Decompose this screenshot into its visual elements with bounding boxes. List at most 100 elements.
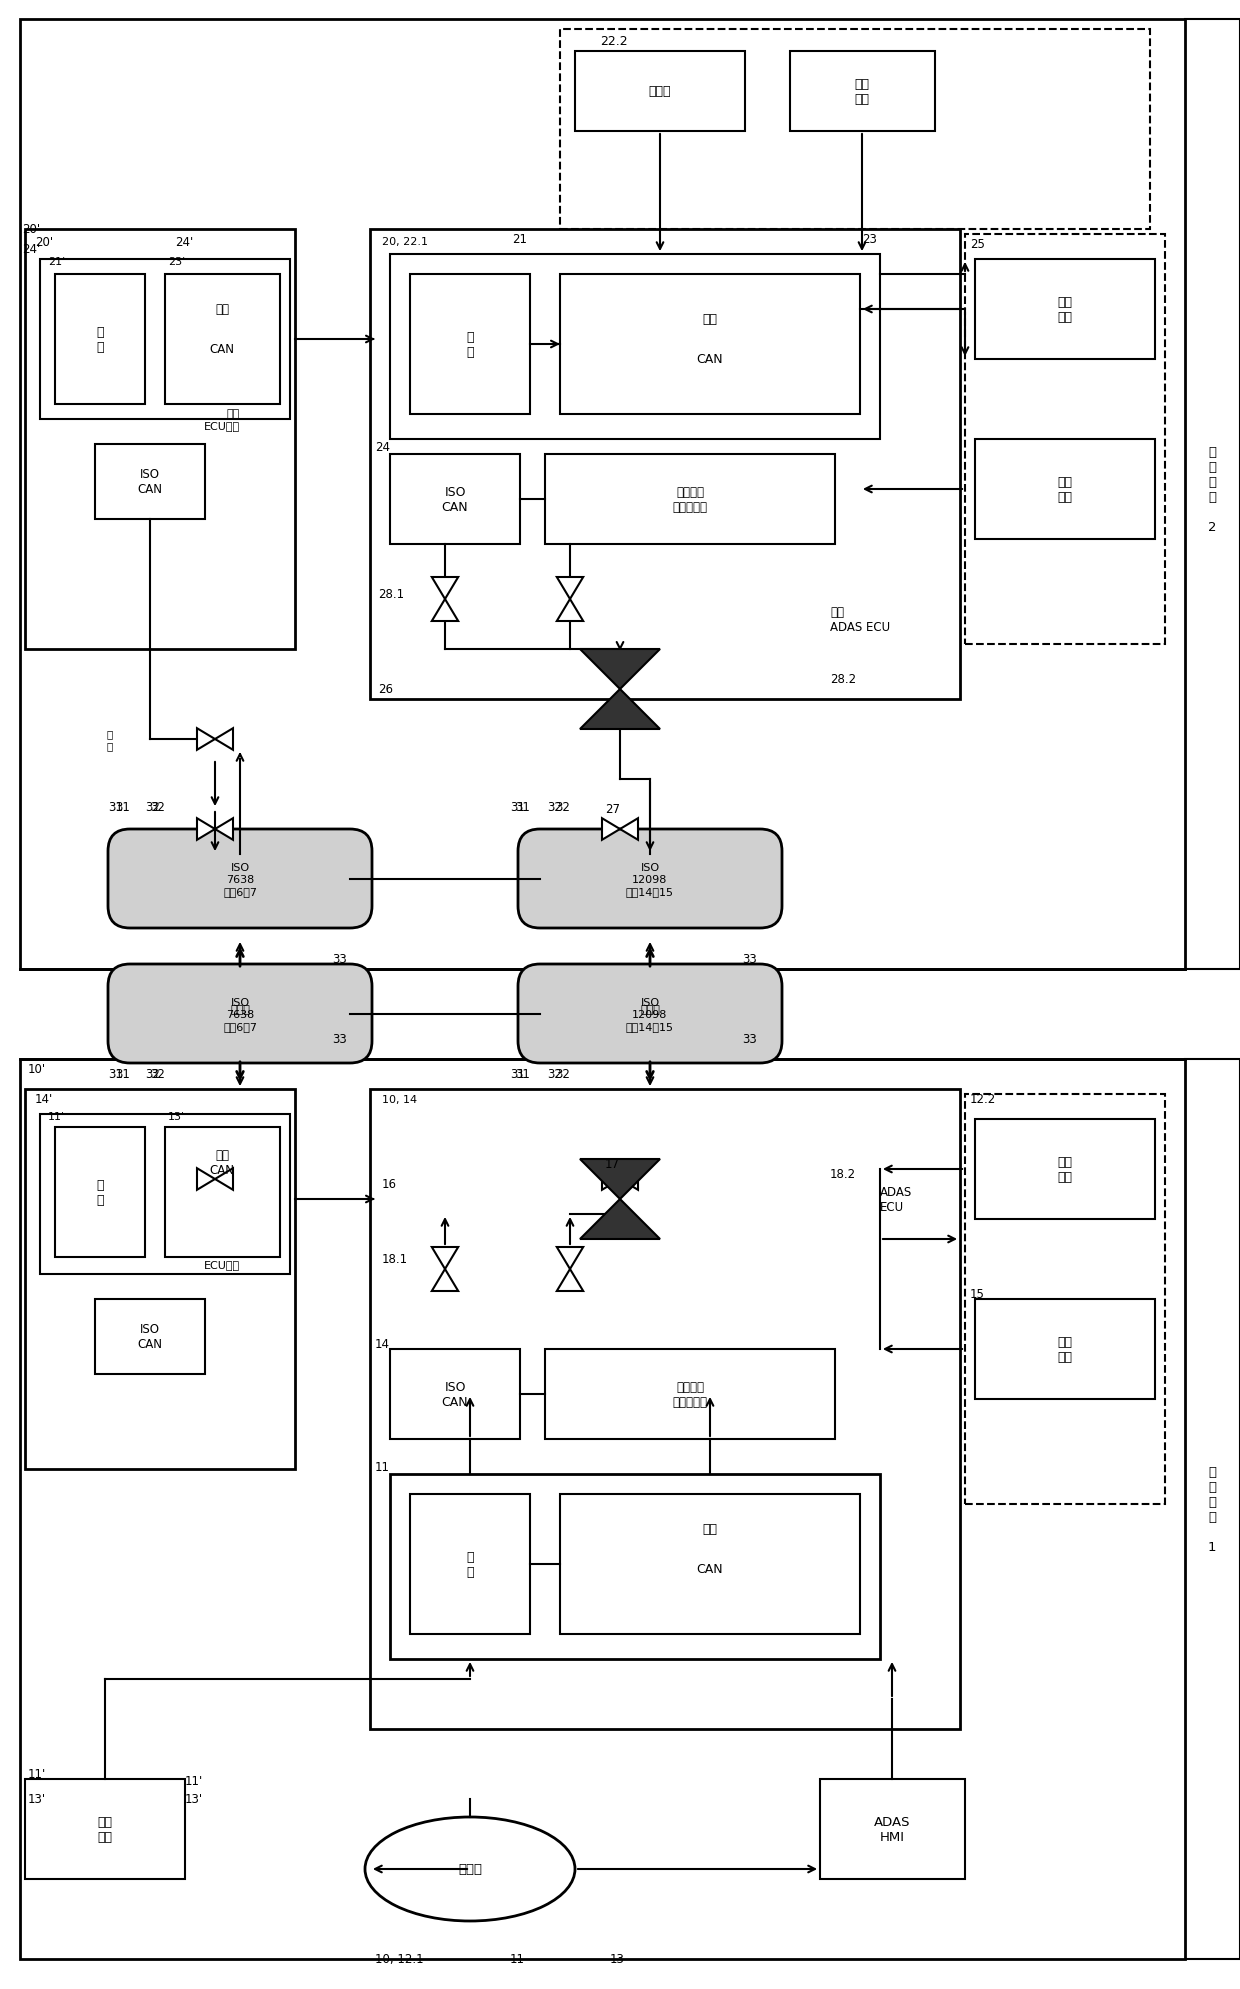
Polygon shape	[580, 1160, 660, 1199]
Text: 32: 32	[150, 1068, 165, 1080]
Bar	[370, 1090, 960, 1728]
Text: ADAS
HMI: ADAS HMI	[874, 1816, 910, 1844]
Polygon shape	[620, 819, 639, 841]
Text: 20': 20'	[35, 237, 53, 249]
Bar	[1185, 1060, 1240, 1959]
Text: 双绞线: 双绞线	[640, 1004, 660, 1014]
Text: 31: 31	[515, 802, 529, 814]
Text: 24': 24'	[175, 237, 193, 249]
Text: 32: 32	[145, 1068, 160, 1080]
Bar	[40, 1114, 290, 1275]
Text: 监
控: 监 控	[466, 330, 474, 358]
Polygon shape	[432, 601, 459, 623]
Text: 10': 10'	[29, 1062, 46, 1076]
Bar	[975, 1120, 1154, 1219]
Text: 32: 32	[150, 802, 165, 814]
Text: 双绞线: 双绞线	[231, 1004, 250, 1014]
Text: 32: 32	[547, 802, 562, 814]
Bar	[165, 1128, 280, 1257]
Polygon shape	[580, 690, 660, 730]
Polygon shape	[557, 601, 583, 623]
Polygon shape	[601, 1170, 620, 1189]
Text: 车辆: 车辆	[703, 1524, 718, 1536]
Text: 前方
相机: 前方 相机	[98, 1816, 113, 1844]
Polygon shape	[601, 819, 620, 841]
Bar	[20, 20, 1185, 969]
Text: 11': 11'	[185, 1774, 203, 1788]
Text: 21': 21'	[48, 257, 66, 267]
Polygon shape	[580, 1199, 660, 1239]
Text: 监
控: 监 控	[97, 1177, 104, 1207]
FancyBboxPatch shape	[518, 829, 782, 929]
Bar	[965, 235, 1166, 644]
Text: 12.2: 12.2	[970, 1092, 996, 1106]
Bar	[560, 274, 861, 416]
Bar	[410, 274, 529, 416]
Text: ISO
7638
引脚6和7: ISO 7638 引脚6和7	[223, 863, 257, 897]
Text: 13': 13'	[29, 1792, 46, 1806]
Text: 22.2: 22.2	[600, 36, 627, 48]
Bar	[370, 231, 960, 700]
Text: 20': 20'	[22, 223, 40, 237]
Text: 27: 27	[605, 804, 620, 815]
Polygon shape	[197, 728, 215, 750]
Polygon shape	[432, 577, 459, 601]
Text: 18.1: 18.1	[382, 1253, 408, 1265]
Text: 牵
引
车
辆

1: 牵 引 车 辆 1	[1208, 1466, 1216, 1553]
FancyBboxPatch shape	[518, 965, 782, 1064]
Text: ISO
7638
引脚6和7: ISO 7638 引脚6和7	[223, 998, 257, 1030]
Text: 31: 31	[515, 1068, 529, 1080]
Bar	[391, 1474, 880, 1659]
Text: 配
对: 配 对	[107, 728, 113, 750]
Text: 17: 17	[605, 1158, 620, 1172]
Bar	[546, 455, 835, 545]
Polygon shape	[557, 577, 583, 601]
Text: 25: 25	[970, 239, 985, 251]
Text: 18.2: 18.2	[830, 1168, 856, 1181]
Text: 31: 31	[115, 1068, 130, 1080]
Text: 21: 21	[512, 233, 527, 247]
Text: 右侧
相机: 右侧 相机	[1058, 1156, 1073, 1183]
Bar	[546, 1349, 835, 1440]
Text: 挂车
ECU制动: 挂车 ECU制动	[203, 410, 241, 430]
Polygon shape	[215, 728, 233, 750]
Text: ISO
CAN: ISO CAN	[441, 485, 469, 513]
Text: 31: 31	[108, 1068, 123, 1080]
Polygon shape	[215, 1170, 233, 1189]
Text: 监
控: 监 控	[466, 1549, 474, 1577]
Text: ISO
CAN: ISO CAN	[138, 1323, 162, 1351]
Ellipse shape	[365, 1818, 575, 1921]
Text: 32: 32	[547, 1068, 562, 1080]
Text: 20, 22.1: 20, 22.1	[382, 237, 428, 247]
Text: ISO
12098
引脚14和15: ISO 12098 引脚14和15	[626, 998, 675, 1030]
Text: 24: 24	[374, 442, 391, 453]
Text: 扩展: 扩展	[215, 304, 229, 316]
Bar	[410, 1494, 529, 1635]
Bar	[95, 446, 205, 519]
Text: ISO
CAN: ISO CAN	[441, 1380, 469, 1408]
Text: 26: 26	[378, 682, 393, 696]
Text: 驾驶员: 驾驶员	[458, 1862, 482, 1876]
Text: 33: 33	[743, 953, 758, 967]
Text: 后方
相机: 后方 相机	[854, 78, 869, 105]
Text: 超声波: 超声波	[649, 86, 671, 97]
Bar	[391, 255, 880, 440]
Text: 11': 11'	[29, 1768, 46, 1780]
Bar	[975, 440, 1154, 539]
Text: 28.1: 28.1	[378, 589, 404, 601]
Polygon shape	[197, 1170, 215, 1189]
Bar	[391, 455, 520, 545]
Text: 23': 23'	[167, 257, 185, 267]
Bar	[975, 1299, 1154, 1400]
Text: 15: 15	[970, 1287, 985, 1301]
Text: 13': 13'	[185, 1792, 203, 1806]
Polygon shape	[432, 1269, 459, 1291]
Text: 13: 13	[610, 1953, 625, 1965]
Bar	[975, 261, 1154, 360]
Bar	[165, 274, 280, 406]
Bar	[40, 261, 290, 420]
Bar	[391, 1349, 520, 1440]
Bar	[25, 1778, 185, 1880]
Text: 13': 13'	[167, 1112, 185, 1122]
Text: 左侧
相机: 左侧 相机	[1058, 475, 1073, 503]
